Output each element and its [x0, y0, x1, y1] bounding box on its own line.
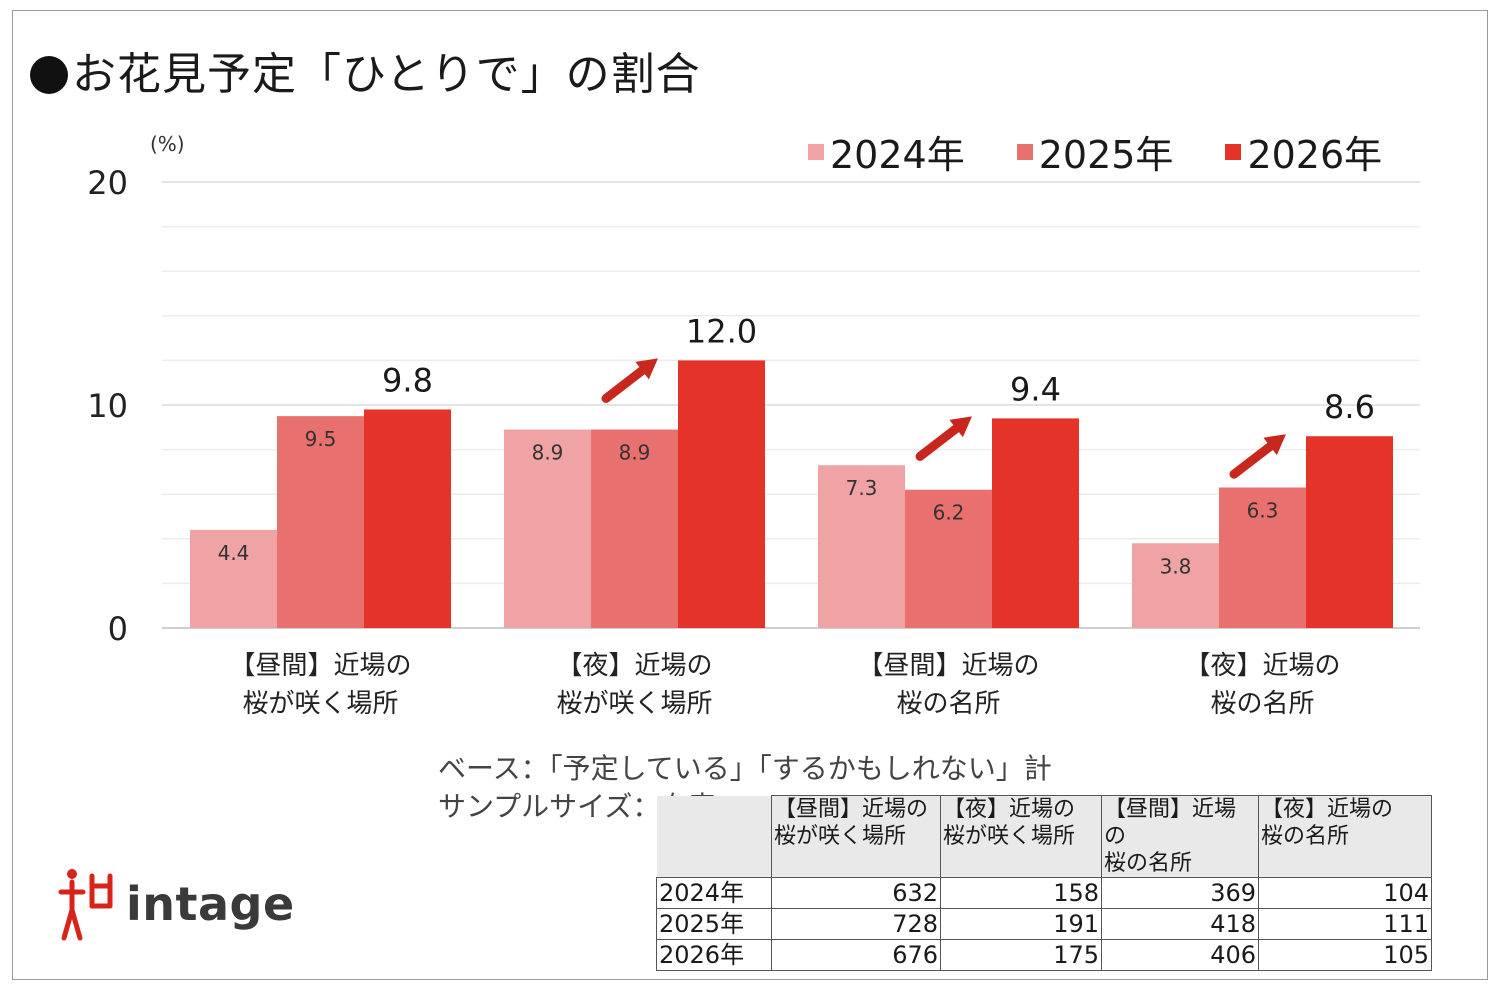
data-label: 12.0 [686, 312, 757, 350]
increase-arrow-head [949, 416, 972, 438]
legend-item-2026: 2026年 [1225, 124, 1382, 179]
increase-arrow-head [1263, 434, 1286, 456]
sample-table-cell: 418 [1101, 908, 1259, 940]
legend-item-2024: 2024年 [808, 124, 965, 179]
legend-label-2026: 2026年 [1247, 133, 1383, 177]
sample-table-header-cell: 【夜】近場の 桜の名所 [1258, 795, 1432, 878]
sample-table-cell: 728 [771, 908, 941, 940]
data-label: 9.8 [382, 361, 433, 399]
sample-table-cell: 191 [940, 908, 1102, 940]
data-label: 9.4 [1010, 370, 1061, 408]
data-label: 8.9 [532, 441, 564, 465]
data-label: 8.9 [619, 441, 651, 465]
sample-table-cell: 111 [1258, 908, 1432, 940]
bullet-dot-icon [30, 56, 68, 94]
legend-label-2024: 2024年 [830, 133, 965, 177]
sample-table-year: 2026年 [656, 939, 772, 971]
increase-arrow-head [635, 358, 658, 380]
intage-figure-logo-icon [58, 869, 113, 941]
sample-table-header-cell: 【昼間】近場の 桜が咲く場所 [771, 795, 941, 878]
intage-logo: intage [58, 866, 295, 942]
legend-swatch-2026 [1225, 143, 1242, 160]
data-label: 8.6 [1324, 388, 1375, 426]
y-axis-unit-label: (%) [150, 132, 185, 156]
sample-table-corner [656, 795, 772, 878]
bar [1132, 543, 1219, 628]
sample-table-year: 2024年 [656, 877, 772, 909]
sample-size-table: 【昼間】近場の 桜が咲く場所 【夜】近場の 桜が咲く場所 【昼間】近場の 桜の名所 【… [656, 795, 1432, 971]
legend-swatch-2025 [1016, 143, 1033, 160]
data-label: 4.4 [218, 541, 250, 565]
chart-legend: 2024年 2025年 2026年 [808, 124, 1382, 179]
sample-table-year: 2025年 [656, 908, 772, 940]
sample-table-cell: 104 [1258, 877, 1432, 909]
category-label: 【昼間】近場の [857, 651, 1039, 681]
y-tick-label: 20 [87, 164, 128, 202]
data-label: 7.3 [846, 476, 878, 500]
base-note-line1: ベース：「予定している」「するかもしれない」計 [438, 752, 1052, 785]
data-label: 3.8 [1160, 554, 1192, 578]
bar [364, 409, 451, 628]
sample-table-header-row: 【昼間】近場の 桜が咲く場所 【夜】近場の 桜が咲く場所 【昼間】近場の 桜の名所 【… [656, 795, 1432, 878]
bar [1219, 487, 1306, 628]
sample-table-header-cell: 【夜】近場の 桜が咲く場所 [940, 795, 1102, 878]
legend-item-2025: 2025年 [1016, 124, 1174, 179]
sample-table-cell: 105 [1258, 939, 1432, 971]
increase-arrow [915, 420, 966, 461]
legend-label-2025: 2025年 [1038, 133, 1174, 177]
sample-table-header-cell: 【昼間】近場の 桜の名所 [1101, 795, 1259, 878]
category-label: 【夜】近場の [556, 651, 712, 681]
category-label: 桜の名所 [896, 689, 1000, 719]
bar [678, 360, 765, 628]
legend-swatch-2024 [808, 143, 824, 160]
intage-logo-text: intage [126, 877, 295, 931]
sample-table-row: 2024年 632 158 369 104 [656, 877, 1432, 909]
data-label: 6.2 [933, 501, 965, 525]
bar [1306, 436, 1393, 628]
bar [277, 416, 364, 628]
bar [818, 465, 905, 628]
sample-table-cell: 632 [771, 877, 941, 909]
category-label: 桜が咲く場所 [556, 689, 712, 719]
increase-arrow [601, 362, 652, 403]
chart-title-text: お花見予定「ひとりで」の割合 [72, 49, 701, 100]
data-label: 9.5 [305, 427, 337, 451]
category-label: 桜が咲く場所 [242, 689, 398, 719]
y-tick-label: 10 [87, 387, 128, 425]
bar [591, 429, 678, 628]
y-tick-label: 0 [108, 610, 128, 648]
category-label: 【夜】近場の [1184, 651, 1340, 681]
sample-table-cell: 369 [1101, 877, 1259, 909]
category-label: 桜の名所 [1210, 689, 1314, 719]
category-label: 【昼間】近場の [229, 651, 411, 681]
bar [905, 489, 992, 628]
sample-table-row: 2026年 676 175 406 105 [656, 939, 1432, 971]
bar [992, 418, 1079, 628]
chart-title: お花見予定「ひとりで」の割合 [30, 38, 701, 102]
sample-table-cell: 158 [940, 877, 1102, 909]
sample-table-cell: 676 [771, 939, 941, 971]
sample-table-row: 2025年 728 191 418 111 [656, 908, 1432, 940]
sample-table-cell: 175 [940, 939, 1102, 971]
bar [190, 529, 277, 628]
data-label: 6.3 [1247, 499, 1279, 523]
bar [504, 429, 591, 628]
sample-table-cell: 406 [1101, 939, 1259, 971]
increase-arrow [1229, 438, 1280, 479]
